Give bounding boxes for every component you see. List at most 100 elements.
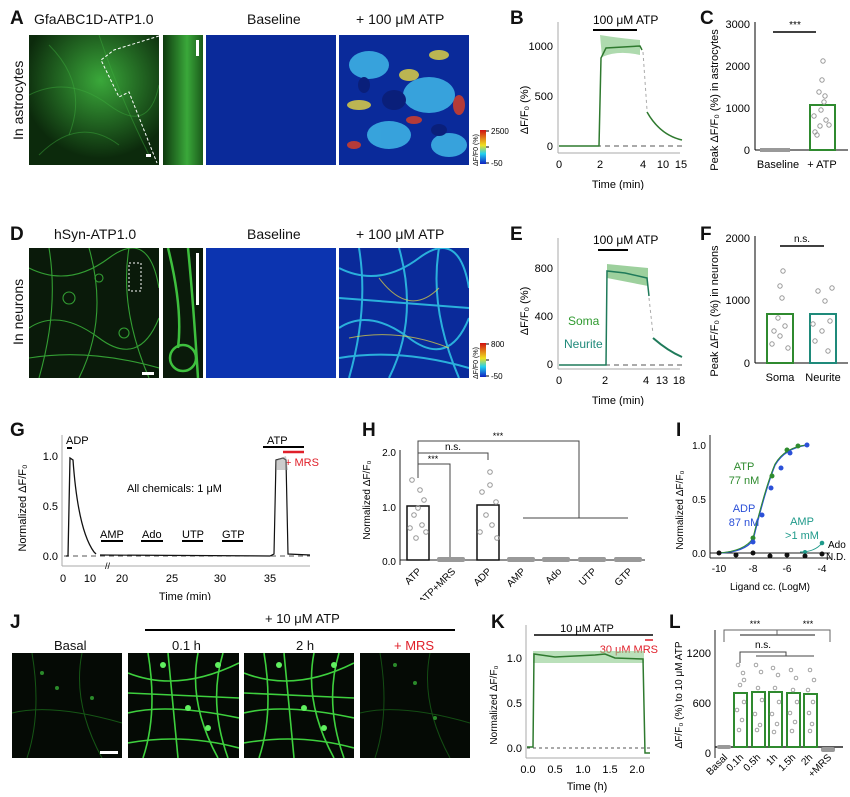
svg-text:-6: -6	[783, 564, 792, 575]
svg-text:Time (min): Time (min)	[592, 395, 644, 406]
astrocyte-baseline-heatmap	[206, 35, 336, 165]
svg-text:ADP: ADP	[733, 503, 756, 515]
chart-f: Peak ΔF/F₀ (%) in neurons 2000 1000 0 n.…	[709, 233, 848, 384]
image-title-basal: Basal	[54, 638, 87, 653]
svg-text:100 μM ATP: 100 μM ATP	[593, 13, 658, 27]
svg-text:n.s.: n.s.	[794, 234, 810, 245]
basal-image	[12, 653, 122, 758]
svg-text:2.0: 2.0	[382, 448, 396, 459]
row-label-astrocytes: In astrocytes	[10, 60, 26, 140]
baseline-title-astro: Baseline	[247, 11, 301, 27]
svg-text:500: 500	[535, 91, 553, 103]
chart-e: 100 μM ATP 0 400 800 0 2 4 13 18 Time (m…	[519, 233, 685, 406]
svg-text:Ado: Ado	[828, 540, 846, 551]
construct-title-astro: GfaABC1D-ATP1.0	[34, 11, 154, 27]
astrocyte-zoom-image	[163, 35, 203, 165]
svg-text:2000: 2000	[726, 61, 750, 73]
svg-text:77 nM: 77 nM	[729, 475, 760, 487]
svg-text:2: 2	[597, 159, 603, 171]
svg-text:3000: 3000	[726, 19, 750, 31]
svg-text:1.0: 1.0	[43, 451, 58, 463]
svg-text:1.0: 1.0	[507, 653, 522, 665]
chart-g: Normalized ΔF/F₀ 1.0 0.5 0.0 0 10 20 25 …	[17, 435, 319, 600]
svg-text:1000: 1000	[529, 41, 553, 53]
svg-text:>1 mM: >1 mM	[785, 530, 819, 542]
panel-label-i: I	[676, 420, 682, 441]
astrocyte-atp-heatmap	[339, 35, 469, 165]
svg-text:1.0: 1.0	[692, 441, 706, 452]
atp-0-1h-image	[128, 653, 239, 758]
svg-text:1.5: 1.5	[602, 764, 617, 776]
svg-text:20: 20	[116, 573, 128, 585]
panel-label-h: H	[362, 420, 376, 441]
legend-soma: Soma	[568, 314, 600, 328]
panel-label-g: G	[10, 420, 25, 441]
svg-text:Peak ΔF/F₀ (%) in astrocytes: Peak ΔF/F₀ (%) in astrocytes	[709, 29, 721, 171]
svg-text:0: 0	[547, 141, 553, 153]
svg-text:1.5h: 1.5h	[777, 752, 799, 774]
svg-text:87 nM: 87 nM	[729, 517, 760, 529]
chart-b: 100 μM ATP 0 500 1000 0 2 4 10 15 Time (…	[519, 13, 687, 190]
svg-text:0: 0	[744, 358, 750, 370]
svg-text:Normalized ΔF/F₀: Normalized ΔF/F₀	[362, 460, 373, 539]
svg-text:ATP+MRS: ATP+MRS	[417, 566, 458, 600]
construct-title-neuron: hSyn-ATP1.0	[54, 226, 137, 242]
svg-text:0.0: 0.0	[520, 764, 535, 776]
svg-text:0.5: 0.5	[43, 501, 58, 513]
svg-text:ATP: ATP	[734, 461, 755, 473]
svg-text:18: 18	[673, 375, 685, 387]
svg-text:600: 600	[693, 698, 711, 710]
panel-label-f: F	[700, 224, 712, 245]
svg-text:Ado: Ado	[544, 566, 565, 587]
svg-text:ADP: ADP	[66, 435, 89, 447]
svg-text:0: 0	[60, 573, 66, 585]
svg-text:***: ***	[493, 431, 504, 441]
svg-text:Time (h): Time (h)	[567, 781, 608, 793]
svg-text:+ ATP: + ATP	[807, 159, 836, 171]
svg-text:ΔF/F₀ (%): ΔF/F₀ (%)	[519, 287, 531, 336]
svg-text:-10: -10	[712, 564, 727, 575]
svg-text:1000: 1000	[726, 103, 750, 115]
svg-text:AMP: AMP	[505, 566, 528, 589]
chart-c: Peak ΔF/F₀ (%) in astrocytes 3000 2000 1…	[709, 19, 848, 171]
svg-text:35: 35	[264, 573, 276, 585]
neuron-atp-heatmap	[339, 248, 469, 378]
svg-text://: //	[105, 561, 111, 571]
svg-text:n.s.: n.s.	[445, 442, 461, 453]
svg-text:30: 30	[214, 573, 226, 585]
image-title-2h: 2 h	[296, 638, 315, 653]
svg-text:2000: 2000	[726, 233, 750, 245]
svg-text:***: ***	[789, 20, 801, 31]
baseline-title-neuron: Baseline	[247, 226, 301, 242]
legend-neurite: Neurite	[564, 337, 603, 351]
svg-text:0: 0	[547, 359, 553, 371]
svg-text:UTP: UTP	[182, 529, 204, 541]
panel-label-c: C	[700, 8, 714, 29]
svg-text:AMP: AMP	[790, 516, 814, 528]
svg-text:0: 0	[744, 145, 750, 157]
svg-text:ATP: ATP	[403, 566, 424, 587]
image-title-mrs: + MRS	[394, 638, 435, 653]
svg-text:0.0: 0.0	[507, 743, 522, 755]
svg-text:0.5h: 0.5h	[742, 752, 764, 774]
svg-text:GTP: GTP	[222, 529, 245, 541]
row-label-neurons: In neurons	[10, 278, 26, 345]
svg-text:Neurite: Neurite	[805, 372, 840, 384]
chart-i: Normalized ΔF/F₀ 1.0 0.5 0.0 -10 -8 -6 -…	[675, 435, 846, 593]
svg-text:ΔF/F₀ (%) to 10 μM ATP: ΔF/F₀ (%) to 10 μM ATP	[674, 641, 685, 748]
svg-text:0.5: 0.5	[692, 495, 706, 506]
neuron-fluorescence-image	[29, 248, 159, 378]
astrocyte-fluorescence-image	[29, 35, 159, 165]
colorbar-max: 2500	[491, 128, 509, 136]
chart-l: ΔF/F₀ (%) to 10 μM ATP 1200 600 0 *** **…	[674, 619, 843, 780]
svg-text:Time (min): Time (min)	[159, 591, 211, 600]
panel-label-d: D	[10, 224, 24, 245]
svg-text:0.5: 0.5	[547, 764, 562, 776]
svg-text:***: ***	[750, 619, 761, 629]
svg-text:ΔF/F₀ (%): ΔF/F₀ (%)	[519, 86, 531, 135]
svg-text:Ligand cc. (LogM): Ligand cc. (LogM)	[730, 582, 810, 593]
svg-text:Soma: Soma	[766, 372, 796, 384]
svg-text:+ MRS: + MRS	[285, 457, 319, 469]
svg-text:Time (min): Time (min)	[592, 179, 644, 190]
svg-text:15: 15	[675, 159, 687, 171]
